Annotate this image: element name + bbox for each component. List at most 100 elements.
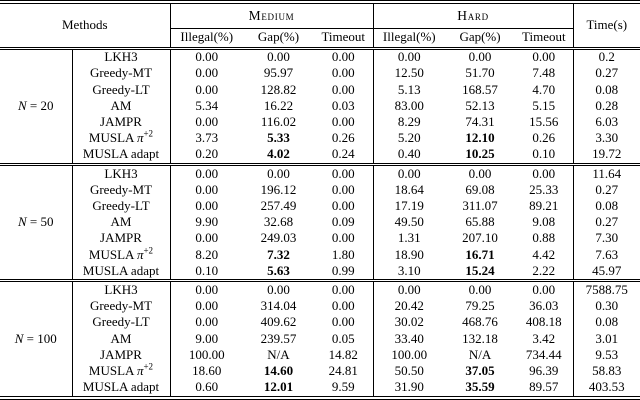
table-row: MUSLA adapt 0.10 5.63 0.99 3.10 15.24 2.22 45.9… (0, 263, 640, 281)
cell-time: 0.08 (572, 198, 640, 215)
group-n-label: N = 50 (0, 162, 72, 281)
cell-medium-gap: 409.62 (260, 314, 297, 330)
cell-time: 0.08 (572, 314, 640, 332)
cell-time: 7588.75 (572, 279, 640, 299)
time-header: Time(s) (572, 2, 640, 50)
medium-illegal-header: Illegal(%) (169, 28, 243, 50)
cell-medium-timeout: 0.00 (314, 279, 374, 299)
cell-hard-timeout: 0.10 (532, 146, 556, 162)
method-superscript: +2 (143, 246, 154, 256)
cell-hard-timeout: 5.15 (532, 98, 556, 113)
n-variable: N (17, 97, 27, 113)
method-name: Greedy-MT (71, 65, 170, 82)
method-name: AM (71, 331, 170, 348)
cell-hard-timeout: 25.33 (529, 182, 559, 197)
cell-hard-illegal: 0.40 (372, 146, 446, 165)
cell-medium-gap: 32.68 (263, 214, 294, 230)
cell-medium-timeout: 14.82 (328, 347, 358, 362)
cell-medium-timeout: 0.00 (331, 314, 355, 330)
n-variable: N (17, 214, 27, 230)
cell-hard-illegal: 17.19 (372, 198, 446, 215)
cell-medium-illegal: 100.00 (169, 347, 243, 364)
cell-medium-illegal: 0.00 (169, 162, 243, 183)
cell-hard-illegal: 0.00 (372, 48, 446, 66)
cell-hard-gap: 51.70 (465, 65, 495, 81)
cell-medium-timeout: 0.99 (331, 263, 355, 278)
cell-hard-illegal: 83.00 (372, 98, 446, 115)
cell-hard-gap: 10.25 (465, 146, 495, 162)
group-n-label: N = 20 (17, 97, 54, 113)
cell-medium-gap: 257.49 (260, 198, 297, 214)
cell-medium-illegal: 0.00 (169, 114, 243, 131)
cell-time: 3.01 (572, 331, 640, 348)
method-superscript: +2 (143, 363, 154, 372)
cell-medium-gap: 0.00 (267, 49, 290, 65)
pi-symbol: π (136, 130, 144, 146)
table-row: N = 100 LKH3 0.00 0.00 0.00 0.00 0.00 0.00 7588.… (0, 279, 640, 398)
cell-hard-timeout: 7.48 (532, 65, 556, 81)
cell-hard-gap: 52.13 (465, 98, 495, 113)
method-name: LKH3 (71, 279, 170, 299)
cell-hard-timeout: 0.26 (532, 130, 556, 146)
hard-timeout-header: Timeout (515, 28, 574, 50)
cell-medium-timeout: 0.26 (331, 130, 355, 146)
cell-hard-illegal: 33.40 (372, 331, 446, 348)
cell-medium-gap: 239.57 (260, 331, 297, 346)
cell-medium-gap: 196.12 (260, 182, 297, 197)
table-row: JAMPR 0.00 116.02 0.00 8.29 74.31 15.56 6.03 (0, 114, 640, 131)
cell-medium-gap: 0.00 (243, 162, 314, 183)
cell-medium-gap: 314.04 (260, 298, 297, 314)
table-row: MUSLA π+2 18.60 14.60 24.81 50.50 37.05 96.39 5… (0, 363, 640, 380)
cell-hard-gap: 15.24 (465, 263, 495, 278)
cell-hard-illegal: 0.00 (372, 279, 446, 299)
table-row: N = 50 LKH3 0.00 0.00 0.00 0.00 0.00 0.00 11.64 (0, 162, 640, 281)
method-name: MUSLA π+2 (71, 130, 170, 147)
cell-hard-timeout: 96.39 (529, 363, 559, 378)
cell-hard-illegal: 100.00 (372, 347, 446, 364)
cell-hard-illegal: 31.90 (372, 379, 446, 398)
cell-medium-illegal: 0.60 (169, 379, 243, 398)
cell-hard-gap: 16.71 (465, 246, 495, 262)
cell-hard-gap: 74.31 (465, 114, 495, 129)
method-name: Greedy-MT (71, 182, 170, 199)
cell-hard-timeout: 89.57 (529, 379, 559, 395)
cell-medium-timeout: 0.00 (331, 230, 355, 246)
cell-medium-timeout: 0.00 (331, 298, 355, 314)
cell-medium-gap: 12.01 (263, 379, 294, 395)
cell-hard-gap: 0.00 (445, 162, 516, 183)
cell-hard-timeout: 36.03 (529, 298, 559, 314)
cell-medium-gap: 7.32 (267, 246, 290, 262)
cell-time: 0.30 (572, 298, 640, 315)
cell-medium-illegal: 0.00 (169, 198, 243, 215)
cell-medium-gap: 0.00 (243, 279, 314, 299)
table-row: Greedy-LT 0.00 257.49 0.00 17.19 311.07 89.21 0… (0, 198, 640, 215)
method-superscript: +2 (143, 130, 154, 139)
table-row: AM 9.90 32.68 0.09 49.50 65.88 9.08 0.27 (0, 214, 640, 231)
cell-time: 7.63 (572, 246, 640, 264)
cell-medium-gap: N/A (267, 347, 290, 362)
cell-medium-gap: 249.03 (260, 230, 297, 246)
cell-time: 58.83 (572, 363, 640, 380)
cell-hard-timeout: 0.00 (515, 162, 574, 183)
cell-hard-illegal: 20.42 (372, 298, 446, 315)
cell-medium-illegal: 3.73 (169, 130, 243, 147)
cell-hard-illegal: 1.31 (372, 230, 446, 247)
cell-hard-illegal: 8.29 (372, 114, 446, 131)
table-row: JAMPR 100.00 N/A 14.82 100.00 N/A 734.44 9.53 (0, 347, 640, 364)
cell-medium-illegal: 0.00 (169, 314, 243, 332)
cell-time: 0.08 (572, 81, 640, 99)
cell-medium-illegal: 9.00 (169, 331, 243, 348)
table-row: AM 9.00 239.57 0.05 33.40 132.18 3.42 3.01 (0, 331, 640, 348)
cell-medium-illegal: 0.00 (169, 65, 243, 82)
table-row: MUSLA π+2 8.20 7.32 1.80 18.90 16.71 4.42 7.63 (0, 246, 640, 264)
cell-hard-gap: 132.18 (462, 331, 498, 346)
cell-medium-illegal: 0.00 (169, 182, 243, 199)
cell-hard-illegal: 12.50 (372, 65, 446, 82)
cell-hard-illegal: 50.50 (372, 363, 446, 380)
cell-hard-timeout: 2.22 (532, 263, 556, 278)
header-row-groups: Methods Medium Hard Time(s) (0, 2, 640, 50)
cell-medium-illegal: 18.60 (169, 363, 243, 380)
table-row: MUSLA adapt 0.60 12.01 9.59 31.90 35.59 89.57 4… (0, 379, 640, 398)
method-name: LKH3 (71, 48, 170, 66)
